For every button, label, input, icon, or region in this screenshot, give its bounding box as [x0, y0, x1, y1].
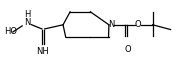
Text: O: O — [135, 20, 141, 29]
Text: HO: HO — [4, 28, 17, 36]
Text: N: N — [24, 18, 30, 27]
Text: H: H — [24, 10, 30, 19]
Text: N: N — [108, 20, 115, 29]
Text: O: O — [124, 45, 131, 54]
Text: NH: NH — [36, 47, 49, 56]
